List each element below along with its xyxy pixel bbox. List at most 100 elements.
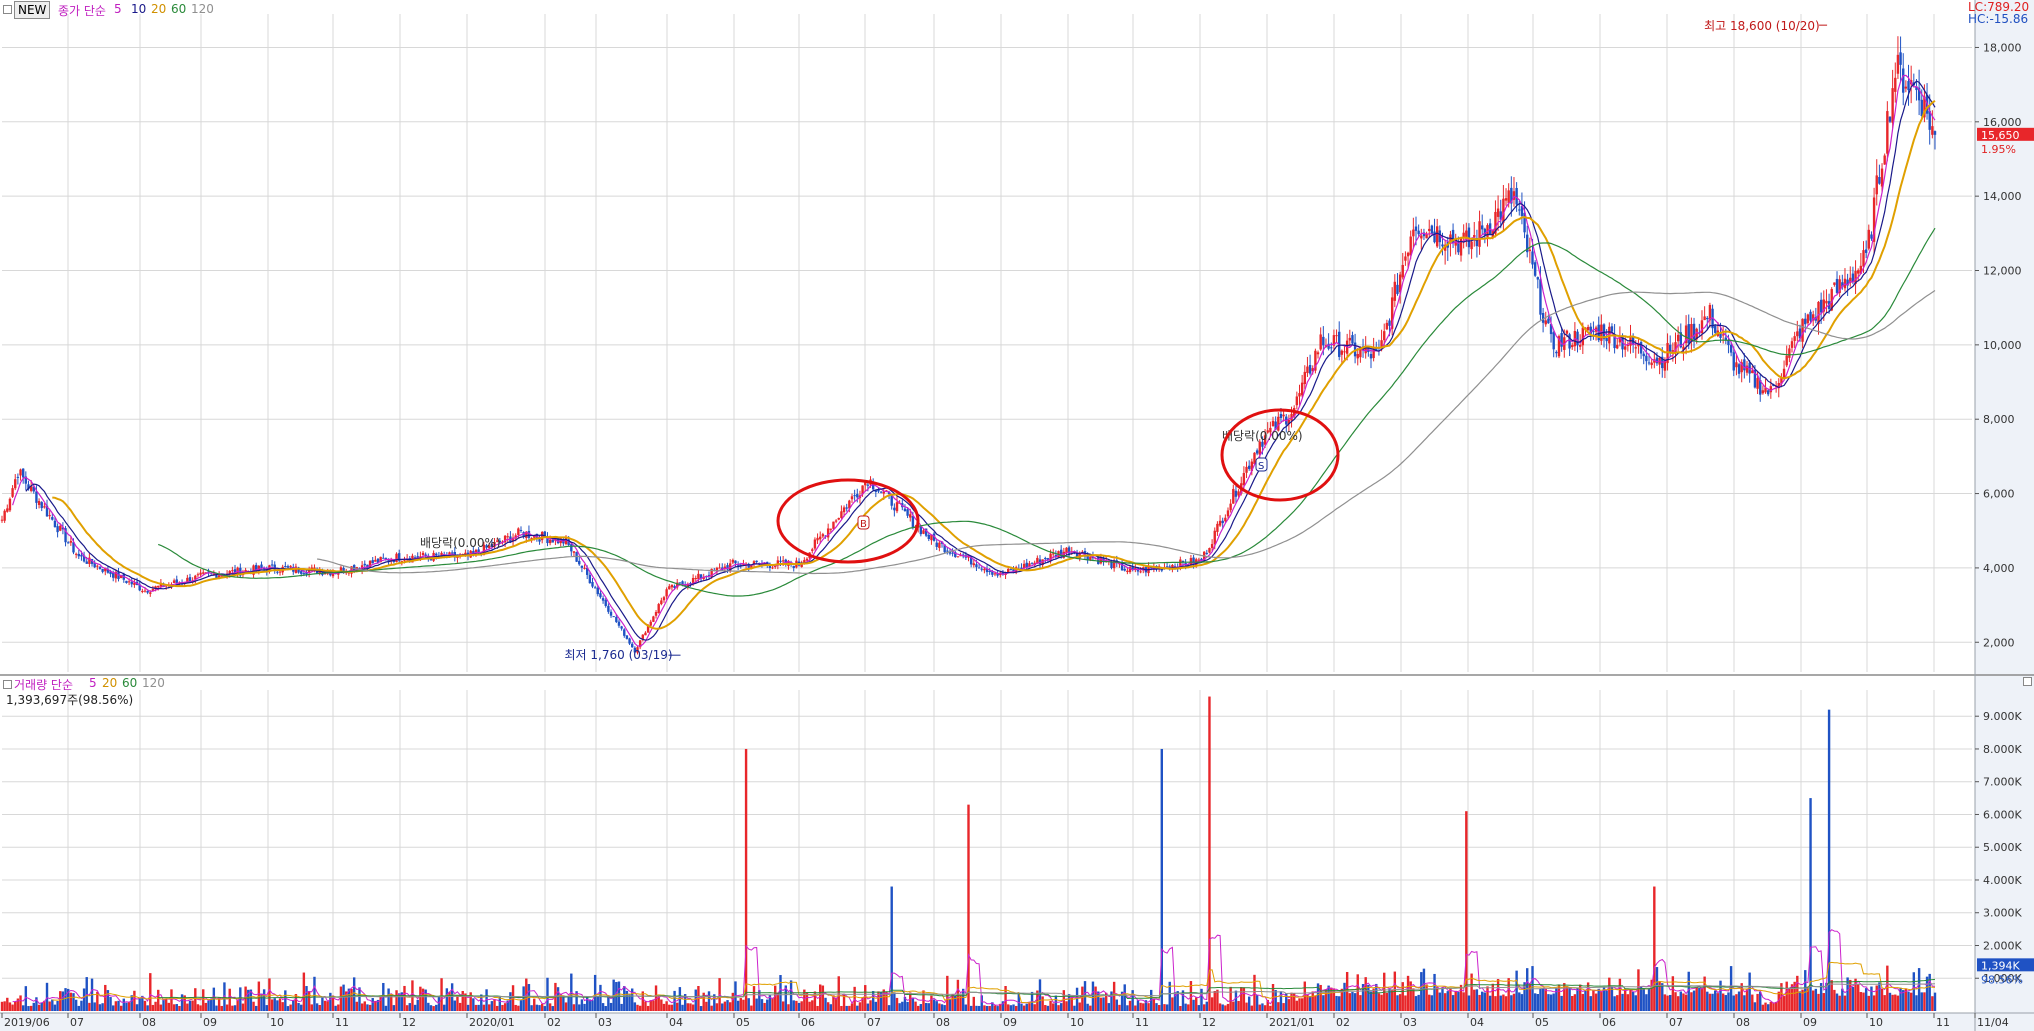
volume-bar bbox=[1592, 989, 1595, 1011]
candle-body bbox=[0, 519, 4, 521]
candle-body bbox=[1931, 126, 1934, 135]
volume-bar bbox=[1261, 1003, 1264, 1011]
volume-bar bbox=[1507, 978, 1510, 1011]
volume-bar bbox=[255, 1005, 258, 1011]
volume-bar bbox=[480, 994, 483, 1011]
candle-body bbox=[1602, 324, 1606, 340]
candle-body bbox=[294, 566, 298, 574]
new-button[interactable]: NEW bbox=[14, 1, 51, 19]
volume-bar bbox=[1306, 994, 1309, 1011]
volume-bar bbox=[162, 999, 165, 1011]
volume-bar bbox=[1618, 978, 1622, 1011]
volume-bar bbox=[1247, 996, 1251, 1011]
candle-body bbox=[1650, 362, 1653, 366]
volume-bar bbox=[112, 1005, 115, 1011]
candle-body bbox=[649, 621, 652, 626]
candle-body bbox=[864, 482, 867, 486]
volume-bar bbox=[959, 995, 962, 1011]
volume-bar bbox=[1287, 999, 1291, 1011]
candle-body bbox=[29, 486, 33, 491]
candle-body bbox=[946, 550, 949, 552]
volume-bar bbox=[519, 1000, 523, 1011]
candle-body bbox=[53, 520, 57, 528]
vol-tick-label: 5.000K bbox=[1983, 841, 2022, 854]
volume-bar bbox=[1446, 991, 1449, 1011]
volume-bar bbox=[1046, 1005, 1050, 1011]
volume-bar bbox=[1721, 993, 1725, 1011]
candle-body bbox=[538, 539, 541, 542]
volume-bar bbox=[771, 997, 774, 1011]
candle-body bbox=[673, 585, 676, 589]
volume-bar bbox=[300, 1004, 303, 1011]
candle-body bbox=[1388, 320, 1391, 326]
volume-bar bbox=[1274, 990, 1277, 1011]
volume-bar bbox=[186, 1003, 189, 1011]
candle-body bbox=[96, 565, 99, 567]
candle-body bbox=[323, 573, 327, 575]
volume-bar bbox=[1576, 988, 1579, 1011]
candle-body bbox=[983, 568, 986, 571]
candle-body bbox=[384, 558, 388, 560]
volume-bar bbox=[98, 1004, 102, 1011]
volume-bar bbox=[1462, 992, 1465, 1011]
volume-bar bbox=[620, 1003, 623, 1011]
candle-body bbox=[202, 572, 205, 574]
volume-bar bbox=[1817, 993, 1820, 1011]
vol-tick-label: 7.000K bbox=[1983, 776, 2022, 789]
candle-body bbox=[615, 617, 618, 622]
candle-body bbox=[668, 586, 671, 590]
candle-body bbox=[1306, 366, 1309, 374]
candle-body bbox=[832, 521, 835, 529]
candle-body bbox=[1065, 547, 1068, 554]
volume-toggle-icon[interactable] bbox=[3, 680, 12, 689]
candle-body bbox=[1886, 111, 1889, 154]
volume-bar bbox=[1012, 1004, 1015, 1011]
candle-body bbox=[16, 476, 20, 478]
pane-maximize-icon[interactable] bbox=[2023, 677, 2032, 686]
candle-body bbox=[1780, 377, 1783, 384]
volume-bar bbox=[885, 991, 888, 1011]
candle-body bbox=[1510, 187, 1513, 204]
candle-body bbox=[231, 570, 234, 572]
candle-body bbox=[654, 612, 658, 616]
candle-body bbox=[421, 552, 425, 555]
volume-bar bbox=[607, 995, 610, 1011]
volume-bar bbox=[1581, 993, 1585, 1011]
volume-bar bbox=[861, 997, 864, 1011]
x-tick-label: 11 bbox=[1936, 1016, 1950, 1029]
collapse-toggle-icon[interactable] bbox=[3, 5, 12, 14]
volume-bar bbox=[932, 999, 936, 1011]
candle-body bbox=[1327, 343, 1330, 349]
x-tick-label: 08 bbox=[936, 1016, 950, 1029]
volume-bar bbox=[1073, 1005, 1076, 1011]
candle-body bbox=[1764, 387, 1767, 393]
volume-bar bbox=[1364, 977, 1367, 1011]
volume-bar bbox=[819, 984, 822, 1011]
candle-body bbox=[1724, 337, 1728, 341]
candle-body bbox=[435, 553, 438, 556]
candle-body bbox=[824, 535, 827, 537]
candle-body bbox=[69, 540, 73, 543]
candle-body bbox=[1568, 334, 1571, 349]
candle-body bbox=[143, 590, 147, 592]
volume-bar bbox=[538, 1005, 541, 1011]
candle-body bbox=[1295, 396, 1299, 406]
candle-body bbox=[1094, 558, 1097, 560]
volume-bar bbox=[1626, 994, 1630, 1011]
candle-body bbox=[1383, 331, 1386, 341]
candle-body bbox=[662, 597, 666, 601]
volume-bar bbox=[1396, 995, 1399, 1011]
volume-bar bbox=[578, 1004, 581, 1011]
candle-body bbox=[45, 505, 49, 517]
x-tick-label: 2019/06 bbox=[4, 1016, 50, 1029]
volume-bar bbox=[167, 1002, 171, 1011]
x-tick-label: 11/04 bbox=[1977, 1016, 2009, 1029]
volume-bar bbox=[498, 996, 502, 1011]
volume-bar bbox=[893, 992, 896, 1011]
candle-body bbox=[1798, 328, 1802, 339]
volume-bar bbox=[980, 995, 983, 1011]
volume-bar bbox=[122, 998, 126, 1011]
candle-body bbox=[850, 496, 854, 500]
volume-bar bbox=[1647, 988, 1651, 1011]
